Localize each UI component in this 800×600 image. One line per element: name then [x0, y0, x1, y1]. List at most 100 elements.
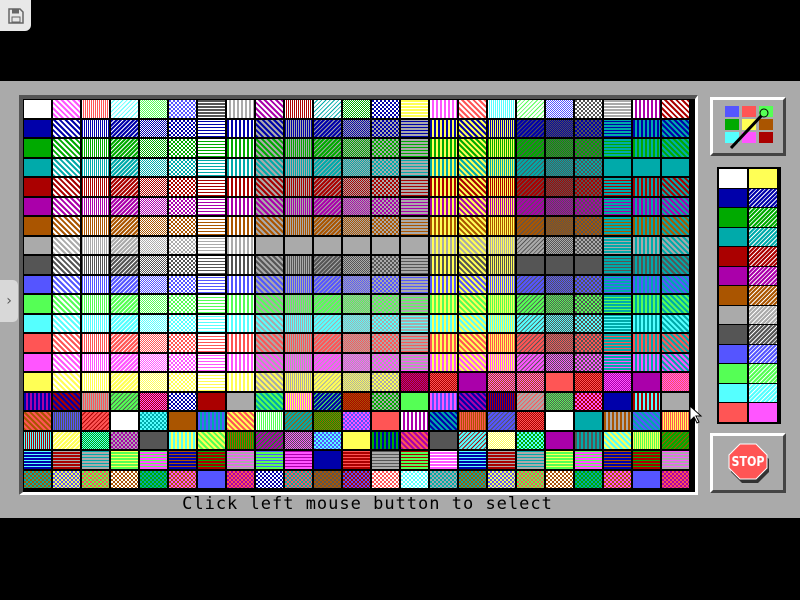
- color-swatch-cell[interactable]: [604, 314, 631, 332]
- color-swatch-cell[interactable]: [198, 139, 225, 157]
- color-swatch-cell[interactable]: [314, 392, 341, 410]
- color-swatch-cell[interactable]: [662, 412, 689, 430]
- color-swatch-cell[interactable]: [256, 451, 283, 469]
- color-swatch-cell[interactable]: [256, 158, 283, 176]
- color-swatch-cell[interactable]: [459, 217, 486, 235]
- color-swatch-cell[interactable]: [53, 256, 80, 274]
- color-swatch-cell[interactable]: [401, 100, 428, 118]
- color-swatch-cell[interactable]: [198, 197, 225, 215]
- color-swatch-cell[interactable]: [604, 256, 631, 274]
- color-swatch-cell[interactable]: [343, 100, 370, 118]
- color-swatch-cell[interactable]: [372, 139, 399, 157]
- color-swatch-cell[interactable]: [82, 100, 109, 118]
- color-swatch-cell[interactable]: [24, 412, 51, 430]
- color-swatch-cell[interactable]: [140, 451, 167, 469]
- color-swatch-cell[interactable]: [53, 275, 80, 293]
- swatch-pattern[interactable]: [749, 325, 777, 344]
- color-swatch-cell[interactable]: [82, 178, 109, 196]
- color-swatch-cell[interactable]: [227, 353, 254, 371]
- color-swatch-cell[interactable]: [546, 217, 573, 235]
- color-swatch-cell[interactable]: [633, 314, 660, 332]
- color-swatch-cell[interactable]: [111, 392, 138, 410]
- color-swatch-cell[interactable]: [604, 334, 631, 352]
- color-swatch-cell[interactable]: [285, 158, 312, 176]
- swatch-solid[interactable]: [719, 169, 747, 188]
- color-swatch-cell[interactable]: [140, 236, 167, 254]
- save-button[interactable]: [0, 0, 31, 31]
- color-swatch-cell[interactable]: [488, 197, 515, 215]
- color-swatch-cell[interactable]: [401, 256, 428, 274]
- color-swatch-cell[interactable]: [488, 470, 515, 488]
- color-swatch-cell[interactable]: [604, 139, 631, 157]
- color-swatch-cell[interactable]: [575, 373, 602, 391]
- color-swatch-cell[interactable]: [575, 295, 602, 313]
- color-swatch-cell[interactable]: [546, 314, 573, 332]
- color-swatch-cell[interactable]: [430, 217, 457, 235]
- color-swatch-cell[interactable]: [343, 236, 370, 254]
- palette-button[interactable]: [710, 97, 786, 156]
- color-swatch-cell[interactable]: [662, 314, 689, 332]
- color-swatch-cell[interactable]: [111, 334, 138, 352]
- color-swatch-cell[interactable]: [169, 236, 196, 254]
- color-swatch-cell[interactable]: [604, 275, 631, 293]
- swatch-pattern[interactable]: [749, 188, 777, 207]
- color-swatch-cell[interactable]: [575, 256, 602, 274]
- swatch-pattern[interactable]: [749, 286, 777, 305]
- color-swatch-cell[interactable]: [343, 295, 370, 313]
- color-swatch-cell[interactable]: [24, 431, 51, 449]
- color-swatch-cell[interactable]: [53, 470, 80, 488]
- color-swatch-cell[interactable]: [662, 119, 689, 137]
- color-swatch-cell[interactable]: [517, 431, 544, 449]
- color-swatch-cell[interactable]: [314, 314, 341, 332]
- color-swatch-cell[interactable]: [53, 178, 80, 196]
- color-swatch-cell[interactable]: [662, 353, 689, 371]
- color-swatch-cell[interactable]: [53, 314, 80, 332]
- color-swatch-cell[interactable]: [24, 236, 51, 254]
- color-swatch-cell[interactable]: [24, 334, 51, 352]
- color-swatch-cell[interactable]: [53, 217, 80, 235]
- color-swatch-cell[interactable]: [372, 314, 399, 332]
- color-swatch-cell[interactable]: [111, 119, 138, 137]
- color-swatch-cell[interactable]: [198, 470, 225, 488]
- color-swatch-cell[interactable]: [285, 100, 312, 118]
- color-swatch-cell[interactable]: [314, 119, 341, 137]
- color-swatch-cell[interactable]: [343, 392, 370, 410]
- color-swatch-cell[interactable]: [53, 392, 80, 410]
- swatch-pattern[interactable]: [749, 383, 777, 402]
- color-swatch-cell[interactable]: [459, 178, 486, 196]
- color-swatch-cell[interactable]: [111, 158, 138, 176]
- color-swatch-cell[interactable]: [459, 119, 486, 137]
- color-swatch-cell[interactable]: [285, 139, 312, 157]
- color-swatch-cell[interactable]: [488, 158, 515, 176]
- color-swatch-cell[interactable]: [662, 295, 689, 313]
- color-swatch-cell[interactable]: [372, 100, 399, 118]
- color-swatch-cell[interactable]: [633, 256, 660, 274]
- color-swatch-cell[interactable]: [24, 178, 51, 196]
- color-swatch-cell[interactable]: [546, 451, 573, 469]
- color-swatch-cell[interactable]: [198, 412, 225, 430]
- color-swatch-cell[interactable]: [314, 217, 341, 235]
- color-swatch-cell[interactable]: [633, 295, 660, 313]
- color-swatch-cell[interactable]: [256, 295, 283, 313]
- color-swatch-cell[interactable]: [517, 334, 544, 352]
- color-swatch-cell[interactable]: [459, 236, 486, 254]
- color-swatch-cell[interactable]: [372, 236, 399, 254]
- color-swatch-cell[interactable]: [53, 119, 80, 137]
- color-swatch-cell[interactable]: [575, 314, 602, 332]
- color-swatch-cell[interactable]: [401, 334, 428, 352]
- color-swatch-cell[interactable]: [285, 217, 312, 235]
- color-swatch-cell[interactable]: [227, 392, 254, 410]
- color-swatch-cell[interactable]: [546, 197, 573, 215]
- color-swatch-cell[interactable]: [343, 197, 370, 215]
- color-swatch-cell[interactable]: [82, 373, 109, 391]
- color-swatch-cell[interactable]: [517, 412, 544, 430]
- color-swatch-cell[interactable]: [256, 139, 283, 157]
- color-swatch-cell[interactable]: [82, 139, 109, 157]
- color-swatch-cell[interactable]: [169, 197, 196, 215]
- color-swatch-cell[interactable]: [430, 470, 457, 488]
- color-swatch-cell[interactable]: [314, 197, 341, 215]
- color-swatch-cell[interactable]: [53, 197, 80, 215]
- color-swatch-cell[interactable]: [314, 470, 341, 488]
- color-swatch-cell[interactable]: [256, 314, 283, 332]
- color-swatch-cell[interactable]: [604, 295, 631, 313]
